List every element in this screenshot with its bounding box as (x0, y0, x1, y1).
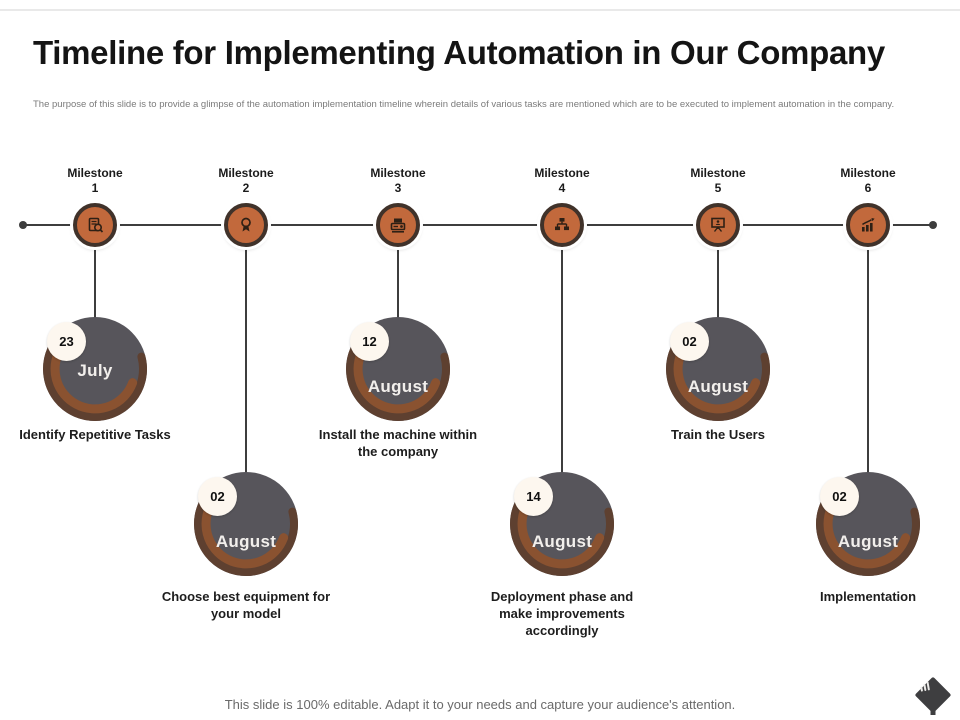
milestone-2-node (224, 203, 268, 247)
milestone-2-date-ball: 02 August (194, 472, 298, 576)
footer-note: This slide is 100% editable. Adapt it to… (224, 697, 736, 712)
timeline-start-dot (19, 221, 27, 229)
month-label: August (837, 532, 899, 551)
milestone-1-node (73, 203, 117, 247)
milestone-1-date-ball: 23 July (43, 317, 147, 421)
milestone-4-date-ball: 14 August (510, 472, 614, 576)
milestone-6-caption: Implementation (819, 589, 917, 604)
org-hierarchy-icon (555, 218, 569, 231)
day-badge: 02 (670, 322, 709, 361)
milestone-4-connector (561, 247, 563, 473)
document-search-icon (88, 217, 104, 233)
training-screen-icon (711, 217, 725, 232)
page-subtitle: The purpose of this slide is to provide … (33, 99, 895, 110)
month-label: August (215, 532, 277, 551)
month-label: July (77, 361, 113, 380)
milestone-6-label: Milestone 6 (840, 166, 896, 195)
top-divider (0, 9, 960, 11)
milestone-3-node (376, 203, 420, 247)
bar-chart-diamond-logo (906, 671, 958, 717)
month-label: August (687, 377, 749, 396)
milestone-1-label: Milestone 1 (67, 166, 123, 195)
milestone-6-date-ball: 02 August (816, 472, 920, 576)
milestone-3-connector (397, 247, 399, 318)
timeline-end-dot (929, 221, 937, 229)
milestone-6-node (846, 203, 890, 247)
milestone-2-caption: Choose best equipment for your model (161, 589, 331, 622)
day-badge: 02 (820, 477, 859, 516)
diamond-logo-graphic (915, 677, 951, 715)
month-label: August (367, 377, 429, 396)
milestone-4-node (540, 203, 584, 247)
milestone-5-date-ball: 02 August (666, 317, 770, 421)
award-ribbon-icon (241, 217, 251, 232)
milestone-3-label: Milestone 3 (370, 166, 426, 195)
month-label: August (531, 532, 593, 551)
day-badge: 14 (514, 477, 553, 516)
timeline-axis (23, 224, 933, 226)
milestone-2-connector (245, 247, 247, 473)
milestone-2-label: Milestone 2 (218, 166, 274, 195)
day-badge: 23 (47, 322, 86, 361)
growth-chart-icon (862, 218, 875, 232)
milestone-6-connector (867, 247, 869, 473)
milestone-1-caption: Identify Repetitive Tasks (19, 427, 171, 442)
milestone-3-date-ball: 12 August (346, 317, 450, 421)
milestone-5-caption: Train the Users (671, 427, 765, 442)
milestone-5-node (696, 203, 740, 247)
day-badge: 12 (350, 322, 389, 361)
milestone-3-caption: Install the machine within the company (318, 427, 478, 460)
milestone-1-connector (94, 247, 96, 318)
machine-printer-icon (390, 218, 406, 233)
milestone-4-label: Milestone 4 (534, 166, 590, 195)
page-title: Timeline for Implementing Automation in … (33, 34, 885, 71)
milestone-5-connector (717, 247, 719, 318)
day-badge: 02 (198, 477, 237, 516)
milestone-5-label: Milestone 5 (690, 166, 746, 195)
milestone-4-caption: Deployment phase and make improvements a… (490, 589, 634, 639)
